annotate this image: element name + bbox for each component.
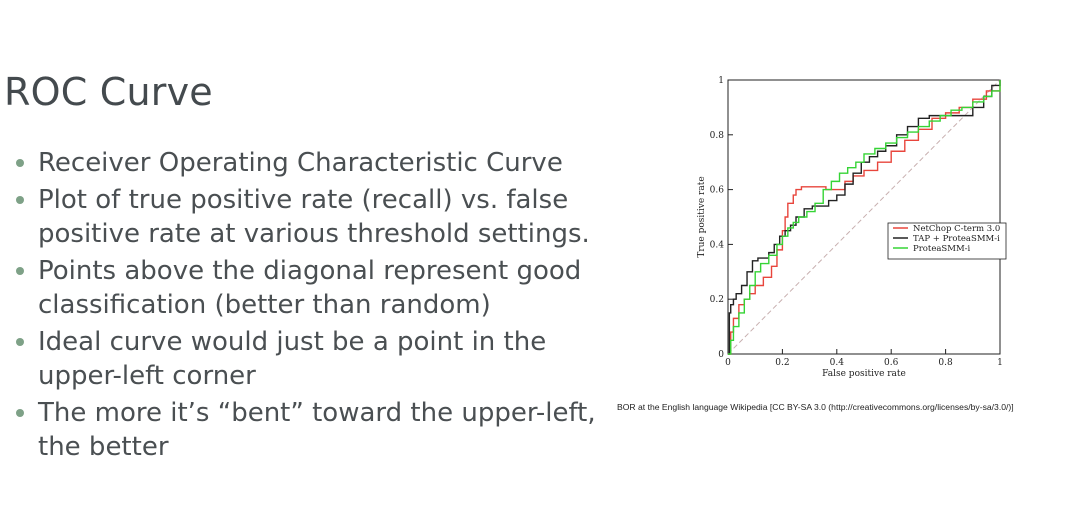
- legend-entry: TAP + ProteaSMM-i: [913, 234, 1000, 244]
- bullet-dot-icon: [16, 267, 24, 275]
- bullet-item: Plot of true positive rate (recall) vs. …: [16, 183, 626, 251]
- bullet-text: Receiver Operating Characteristic Curve: [38, 148, 563, 178]
- series-lines: [728, 80, 1001, 355]
- plot-frame: [727, 79, 1001, 355]
- y-axis-title: True positive rate: [697, 176, 707, 257]
- bullet-dot-icon: [16, 338, 24, 346]
- legend-entry: NetChop C-term 3.0: [913, 224, 1000, 234]
- bullet-dot-icon: [16, 159, 24, 167]
- image-attribution: BOR at the English language Wikipedia [C…: [617, 402, 1014, 412]
- legend-box: [887, 222, 1007, 260]
- roc-chart: 0 0.2 0.4 0.6 0.8 1 0 0.2 0.4 0.6 0.8 1 False posit…: [697, 76, 1007, 379]
- x-axis-title: False positive rate: [822, 369, 906, 379]
- x-tick-label: 0.2: [775, 358, 789, 368]
- bullet-text: Plot of true positive rate (recall) vs. …: [38, 185, 590, 249]
- plot-border: [727, 79, 1001, 355]
- y-tick-label: 0: [718, 350, 724, 360]
- axis-ticks: 0 0.2 0.4 0.6 0.8 1 0 0.2 0.4 0.6 0.8 1: [710, 76, 1003, 368]
- x-tick-label: 0.4: [830, 358, 845, 368]
- bullet-text: Points above the diagonal represent good…: [38, 256, 582, 320]
- bullet-item: Ideal curve would just be a point in the…: [16, 325, 626, 393]
- bullet-text: The more it’s “bent” toward the upper-le…: [38, 398, 596, 462]
- series-line-netchop-c-term-3-0: [728, 80, 1001, 355]
- y-tick-label: 0.6: [710, 186, 725, 196]
- bullet-list: Receiver Operating Characteristic Curve …: [16, 146, 626, 467]
- x-tick-label: 0.6: [884, 358, 899, 368]
- bullet-dot-icon: [16, 409, 24, 417]
- x-tick-label: 0: [725, 358, 731, 368]
- bullet-item: Receiver Operating Characteristic Curve: [16, 146, 626, 180]
- bullet-dot-icon: [16, 196, 24, 204]
- legend-entry: ProteaSMM-i: [913, 244, 971, 254]
- slide-title: ROC Curve: [4, 70, 213, 114]
- bullet-item: The more it’s “bent” toward the upper-le…: [16, 396, 626, 464]
- y-tick-label: 0.2: [710, 295, 724, 305]
- x-tick-label: 1: [997, 358, 1003, 368]
- series-line-tap-proteasmm-i: [728, 80, 1001, 355]
- y-tick-label: 0.4: [710, 240, 725, 250]
- y-tick-label: 1: [718, 76, 724, 86]
- random-diagonal-line: [727, 79, 1001, 355]
- y-tick-label: 0.8: [710, 131, 725, 141]
- bullet-item: Points above the diagonal represent good…: [16, 254, 626, 322]
- x-tick-label: 0.8: [938, 358, 953, 368]
- bullet-text: Ideal curve would just be a point in the…: [38, 327, 547, 391]
- series-line-proteasmm-i: [728, 80, 1001, 355]
